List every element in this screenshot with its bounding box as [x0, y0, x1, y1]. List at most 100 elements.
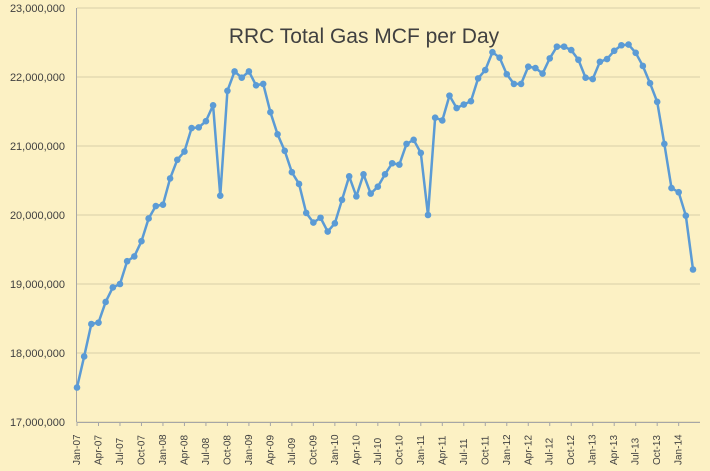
- x-tick-label: Jul-08: [201, 437, 212, 465]
- data-point: [88, 320, 95, 328]
- data-point: [267, 108, 274, 116]
- chart-title: RRC Total Gas MCF per Day: [229, 25, 500, 48]
- data-point: [410, 136, 417, 144]
- x-tick-label: Jan-09: [244, 434, 255, 465]
- data-point: [360, 170, 367, 178]
- x-tick-label: Jul-09: [287, 437, 298, 465]
- data-point: [274, 130, 281, 138]
- data-point: [388, 159, 396, 167]
- data-point: [668, 184, 675, 192]
- x-axis-tick-labels: Jan-07 Apr-07 Jul-07 Oct-07 Jan-08 Apr-08 Jul-…: [72, 434, 685, 465]
- x-tick-label: Oct-09: [308, 435, 319, 465]
- data-point: [145, 215, 152, 222]
- x-tick-label: Jul-12: [545, 437, 556, 465]
- x-tick-label: Apr-13: [609, 435, 620, 465]
- data-point: [166, 175, 174, 182]
- data-point: [582, 74, 589, 81]
- x-tick-label: Apr-12: [523, 435, 534, 465]
- data-point: [317, 214, 324, 222]
- data-point: [224, 87, 231, 95]
- x-tick-label: Oct-13: [652, 435, 663, 465]
- data-point: [675, 188, 682, 196]
- data-point: [560, 43, 568, 50]
- data-point: [539, 70, 546, 77]
- y-axis-tick-labels: 17,000,000 18,000,000 19,000,000 20,000,000…: [10, 3, 65, 429]
- data-point: [238, 74, 246, 81]
- y-tick-label: 22,000,000: [10, 72, 65, 84]
- x-tick-label: Jul-10: [373, 437, 384, 465]
- x-tick-label: Oct-08: [222, 435, 233, 465]
- data-point: [589, 75, 597, 83]
- x-tick-label: Apr-10: [351, 435, 362, 465]
- data-point: [131, 253, 138, 260]
- data-point: [381, 170, 389, 178]
- x-tick-label: Jul-11: [459, 438, 470, 465]
- data-point: [682, 212, 690, 219]
- data-point: [109, 284, 117, 291]
- data-point: [281, 147, 289, 155]
- data-point: [73, 384, 81, 391]
- y-tick-label: 21,000,000: [10, 141, 65, 153]
- data-point: [231, 68, 238, 75]
- data-point: [188, 124, 195, 132]
- data-point: [689, 266, 697, 273]
- data-point: [460, 101, 468, 108]
- data-point: [310, 219, 317, 226]
- data-point: [181, 148, 188, 155]
- data-point: [152, 202, 160, 210]
- x-tick-label: Oct-12: [566, 435, 577, 465]
- data-point: [610, 47, 618, 55]
- data-point: [639, 62, 647, 70]
- data-point: [245, 68, 253, 75]
- axes: [76, 8, 700, 426]
- data-point: [252, 81, 260, 89]
- data-point: [403, 140, 410, 148]
- x-tick-label: Jan-07: [72, 434, 83, 465]
- gridlines: [77, 7, 700, 423]
- x-tick-label: Jan-10: [330, 434, 341, 465]
- data-point: [575, 56, 582, 64]
- x-tick-label: Jul-13: [631, 437, 642, 465]
- data-point: [431, 114, 439, 122]
- series-gas-mcf-per-day: [73, 41, 697, 391]
- x-tick-label: Jul-07: [115, 437, 126, 465]
- data-point: [209, 101, 217, 109]
- data-point: [446, 92, 453, 99]
- x-tick-label: Jan-11: [416, 435, 427, 465]
- data-point: [517, 80, 525, 88]
- data-point: [95, 319, 102, 326]
- x-tick-label: Apr-08: [179, 435, 190, 465]
- data-point: [618, 41, 625, 49]
- data-point: [396, 161, 403, 168]
- data-point: [195, 124, 203, 131]
- data-point: [216, 192, 224, 199]
- data-point: [353, 193, 360, 200]
- x-tick-label: Jan-14: [674, 434, 685, 465]
- data-point: [553, 43, 561, 50]
- data-point: [603, 55, 611, 63]
- x-tick-label: Jan-08: [158, 434, 169, 465]
- data-point: [625, 41, 632, 48]
- data-point: [503, 70, 511, 78]
- data-point: [596, 58, 604, 66]
- data-point: [259, 80, 267, 88]
- x-tick-label: Jan-12: [502, 434, 513, 465]
- data-point: [532, 64, 539, 72]
- data-point: [481, 66, 489, 74]
- data-point: [646, 79, 654, 87]
- x-tick-label: Apr-11: [437, 435, 448, 465]
- data-point: [173, 156, 181, 164]
- data-point: [338, 196, 346, 204]
- data-point: [102, 298, 109, 306]
- data-point: [661, 140, 668, 148]
- x-tick-label: Oct-11: [480, 435, 491, 465]
- data-point: [467, 97, 475, 105]
- y-tick-label: 17,000,000: [10, 417, 65, 429]
- data-point: [474, 75, 482, 82]
- data-point: [202, 117, 210, 125]
- data-point: [116, 280, 124, 288]
- data-point: [510, 80, 518, 88]
- y-tick-label: 19,000,000: [10, 279, 65, 291]
